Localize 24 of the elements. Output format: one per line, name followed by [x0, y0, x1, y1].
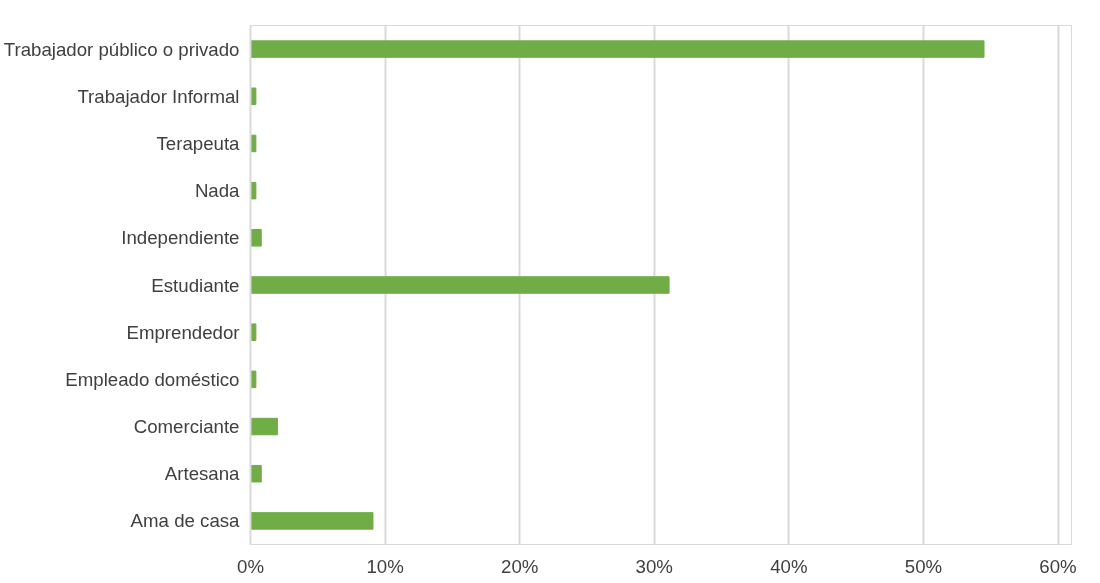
y-tick-label: Estudiante: [151, 274, 240, 296]
bar: [250, 40, 985, 58]
x-tick-label: 0%: [237, 555, 264, 577]
bar: [250, 512, 374, 530]
y-tick-label: Trabajador público o privado: [3, 38, 240, 60]
y-tick-label: Comerciante: [133, 416, 240, 438]
y-tick-label: Terapeuta: [156, 132, 241, 154]
y-tick-label: Trabajador Informal: [77, 85, 240, 107]
y-tick-label: Empleado doméstico: [65, 368, 240, 390]
y-tick-label: Artesana: [164, 463, 241, 485]
y-tick-label: Nada: [194, 180, 241, 202]
x-tick-label: 30%: [635, 555, 673, 577]
bar: [250, 229, 262, 247]
bar: [250, 464, 262, 483]
x-tick-label: 10%: [366, 555, 404, 577]
y-tick-label: Ama de casa: [130, 510, 241, 532]
x-tick-label: 50%: [904, 555, 943, 577]
y-tick-label: Emprendedor: [126, 321, 240, 343]
bar: [250, 276, 670, 294]
x-tick-label: 20%: [501, 555, 539, 577]
y-tick-label: Independiente: [121, 227, 240, 249]
x-tick-label: 60%: [1039, 555, 1077, 577]
x-tick-label: 40%: [770, 555, 808, 577]
bar: [250, 417, 278, 436]
